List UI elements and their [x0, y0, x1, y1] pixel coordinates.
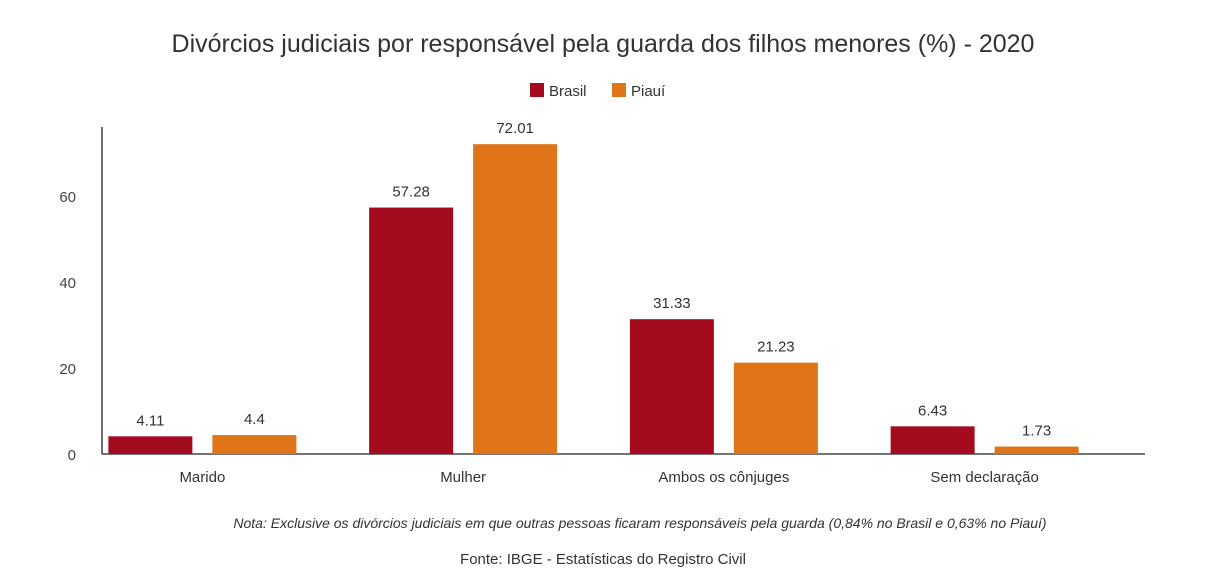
- chart-source: Fonte: IBGE - Estatísticas do Registro C…: [460, 551, 746, 568]
- bar-piaui: [994, 446, 1079, 454]
- data-label: 4.4: [244, 411, 265, 428]
- bar-brasil: [369, 207, 454, 454]
- legend-swatch-piaui: [612, 83, 626, 97]
- data-label: 57.28: [392, 184, 430, 201]
- x-tick-label: Marido: [179, 469, 225, 486]
- y-tick-label: 40: [59, 275, 76, 292]
- data-label: 4.11: [136, 412, 164, 429]
- data-label: 72.01: [496, 120, 534, 137]
- data-label: 21.23: [757, 339, 795, 356]
- legend-swatch-brasil: [530, 83, 544, 97]
- bar-brasil: [629, 319, 714, 454]
- y-tick-label: 0: [68, 447, 76, 464]
- legend: Brasil Piauí: [530, 83, 666, 100]
- chart-note: Nota: Exclusive os divórcios judiciais e…: [233, 515, 1046, 531]
- bar-piaui: [473, 144, 558, 455]
- legend-label: Brasil: [549, 83, 587, 100]
- legend-label: Piauí: [631, 83, 666, 100]
- y-tick-label: 20: [59, 361, 76, 378]
- bar-piaui: [733, 362, 818, 454]
- bar-brasil: [108, 436, 193, 454]
- data-label: 31.33: [653, 295, 691, 312]
- x-tick-label: Mulher: [440, 469, 486, 486]
- chart-title: Divórcios judiciais por responsável pela…: [172, 30, 1035, 58]
- x-tick-label: Sem declaração: [930, 469, 1038, 486]
- x-tick-label: Ambos os cônjuges: [658, 469, 789, 486]
- bar-brasil: [890, 426, 975, 454]
- data-label: 1.73: [1022, 423, 1051, 440]
- data-label: 6.43: [918, 402, 947, 419]
- plot-area: 0 20 40 60 Marido 4.11 4.4 Mulher 57.28 72.01 Ambo…: [59, 120, 1145, 486]
- bar-piaui: [212, 435, 297, 454]
- y-tick-label: 60: [59, 189, 76, 206]
